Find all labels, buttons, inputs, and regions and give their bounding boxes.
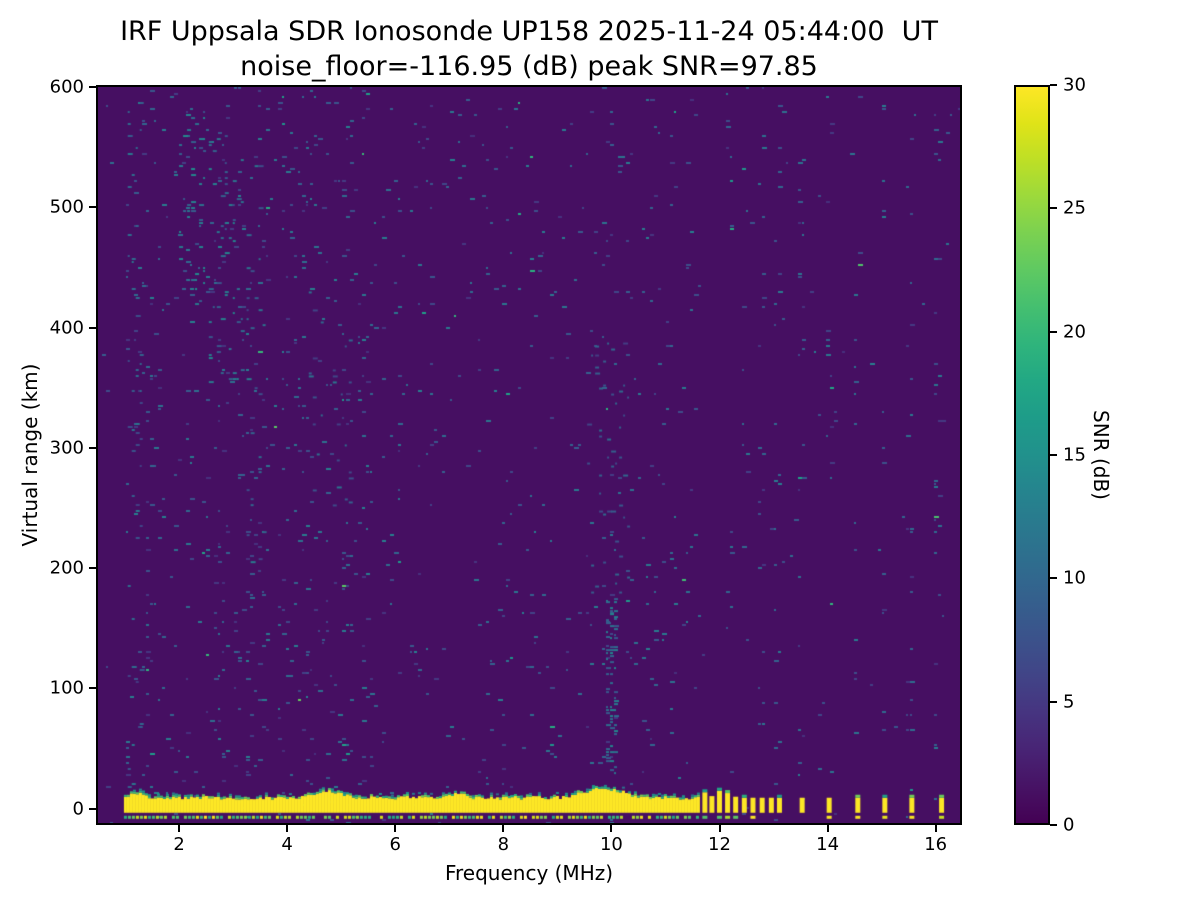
x-tick-mark bbox=[826, 825, 829, 832]
x-tick-mark bbox=[286, 825, 289, 832]
x-tick-label: 10 bbox=[599, 834, 623, 855]
x-tick-mark bbox=[610, 825, 613, 832]
colorbar-tick-label: 15 bbox=[1063, 444, 1086, 466]
x-tick-mark bbox=[394, 825, 397, 832]
colorbar-tick-mark bbox=[1050, 84, 1057, 86]
x-tick-label: 12 bbox=[708, 834, 731, 855]
colorbar-label: SNR (dB) bbox=[1089, 410, 1113, 500]
plot-area bbox=[96, 85, 962, 825]
y-tick-label: 400 bbox=[49, 317, 84, 339]
colorbar-tick-label: 0 bbox=[1063, 814, 1075, 836]
x-tick-label: 2 bbox=[173, 834, 185, 855]
x-tick-mark bbox=[178, 825, 181, 832]
y-tick-label: 200 bbox=[49, 557, 84, 579]
y-tick-mark bbox=[89, 807, 96, 810]
x-tick-label: 16 bbox=[924, 834, 948, 855]
colorbar-tick-mark bbox=[1050, 700, 1057, 703]
colorbar-tick-label: 5 bbox=[1063, 691, 1075, 713]
x-tick-mark bbox=[502, 825, 505, 832]
x-tick-label: 6 bbox=[389, 834, 401, 855]
y-tick-label: 300 bbox=[49, 437, 84, 459]
colorbar-tick-mark bbox=[1050, 454, 1057, 456]
colorbar-tick-mark bbox=[1050, 207, 1057, 210]
y-tick-mark bbox=[89, 86, 96, 88]
x-tick-label: 4 bbox=[281, 834, 293, 855]
colorbar-tick-label: 25 bbox=[1063, 197, 1086, 219]
colorbar-gradient bbox=[1016, 87, 1048, 823]
chart-title: IRF Uppsala SDR Ionosonde UP158 2025-11-… bbox=[120, 16, 938, 47]
colorbar-tick-label: 20 bbox=[1063, 321, 1086, 343]
colorbar-tick-mark bbox=[1050, 330, 1057, 333]
x-tick-label: 14 bbox=[816, 834, 840, 855]
x-tick-mark bbox=[934, 825, 937, 832]
y-tick-label: 600 bbox=[49, 76, 84, 98]
y-tick-mark bbox=[89, 446, 96, 449]
y-tick-mark bbox=[89, 326, 96, 329]
y-tick-label: 0 bbox=[72, 798, 84, 820]
colorbar-tick-label: 30 bbox=[1063, 74, 1086, 96]
colorbar-tick-label: 10 bbox=[1063, 567, 1086, 589]
colorbar bbox=[1014, 85, 1050, 825]
y-tick-mark bbox=[89, 206, 96, 209]
y-tick-label: 500 bbox=[49, 196, 84, 218]
ionogram-heatmap bbox=[98, 87, 960, 823]
chart-subtitle: noise_floor=-116.95 (dB) peak SNR=97.85 bbox=[240, 51, 818, 82]
colorbar-tick-mark bbox=[1050, 824, 1057, 826]
y-tick-mark bbox=[89, 567, 96, 570]
colorbar-tick-mark bbox=[1050, 577, 1057, 580]
y-tick-mark bbox=[89, 687, 96, 690]
x-axis-label: Frequency (MHz) bbox=[444, 861, 614, 885]
x-tick-label: 8 bbox=[497, 834, 510, 855]
y-axis-label: Virtual range (km) bbox=[18, 363, 42, 547]
y-tick-label: 100 bbox=[49, 677, 84, 699]
x-tick-mark bbox=[718, 825, 721, 832]
